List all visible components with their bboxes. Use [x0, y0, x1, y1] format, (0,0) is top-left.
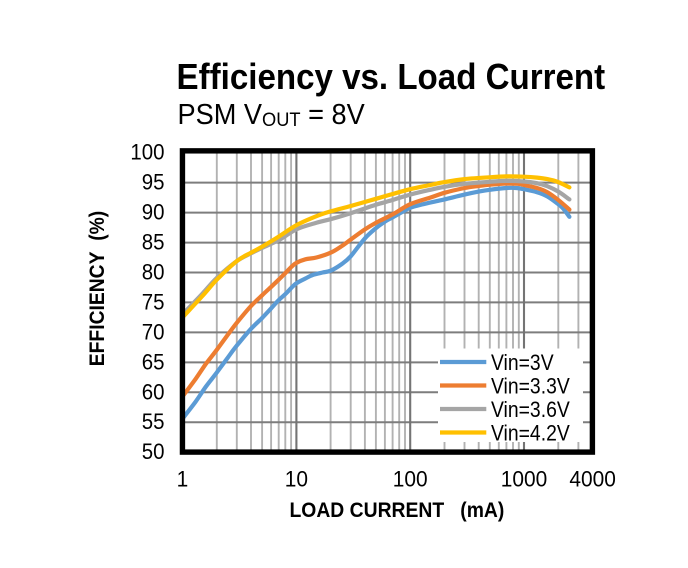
svg-text:60: 60	[142, 380, 165, 405]
svg-text:90: 90	[142, 200, 165, 225]
svg-text:4000: 4000	[569, 467, 616, 492]
svg-text:85: 85	[142, 230, 165, 255]
svg-text:100: 100	[130, 140, 164, 165]
svg-text:1: 1	[177, 467, 189, 492]
svg-text:Vin=3V: Vin=3V	[491, 351, 554, 375]
svg-text:1000: 1000	[501, 467, 548, 492]
svg-text:95: 95	[142, 170, 165, 195]
svg-text:100: 100	[393, 467, 428, 492]
svg-text:50: 50	[142, 440, 165, 465]
svg-text:Vin=3.3V: Vin=3.3V	[491, 374, 570, 398]
svg-text:Vin=4.2V: Vin=4.2V	[491, 421, 570, 445]
svg-text:75: 75	[142, 290, 165, 315]
svg-text:70: 70	[142, 320, 165, 345]
svg-text:LOAD CURRENT (mA): LOAD CURRENT (mA)	[289, 498, 504, 522]
svg-text:55: 55	[142, 410, 165, 435]
svg-text:80: 80	[142, 260, 165, 285]
svg-text:Vin=3.6V: Vin=3.6V	[491, 398, 570, 422]
svg-text:Efficiency vs. Load Current: Efficiency vs. Load Current	[177, 58, 606, 98]
svg-text:10: 10	[285, 467, 308, 492]
svg-text:EFFICIENCY (%): EFFICIENCY (%)	[86, 211, 109, 366]
svg-text:65: 65	[142, 350, 165, 375]
